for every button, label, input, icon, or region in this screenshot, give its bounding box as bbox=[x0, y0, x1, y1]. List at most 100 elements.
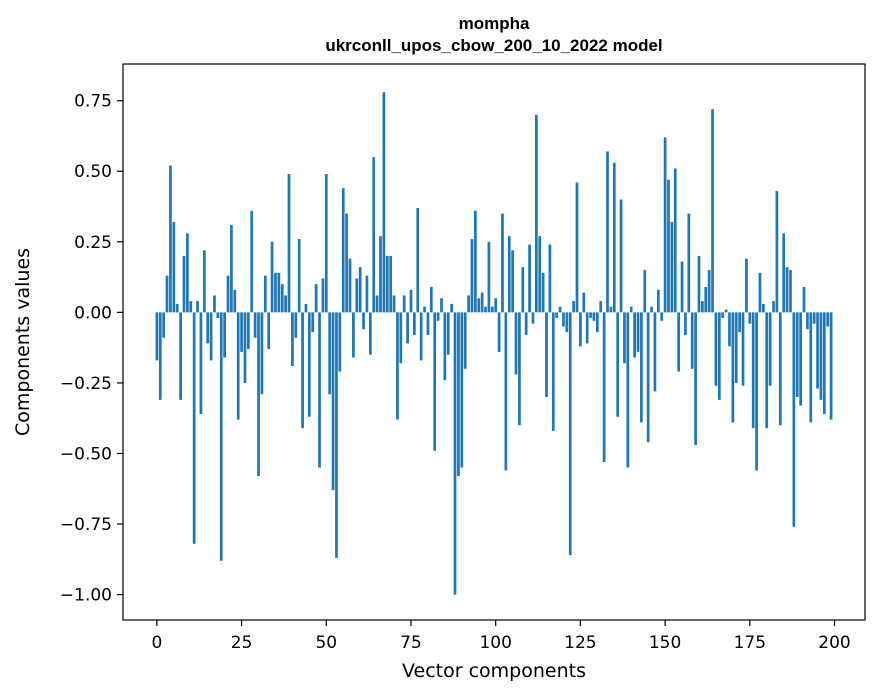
bar-171 bbox=[734, 312, 738, 383]
bar-5 bbox=[172, 222, 176, 313]
bar-113 bbox=[538, 236, 542, 313]
bar-105 bbox=[511, 250, 514, 313]
bar-121 bbox=[565, 312, 569, 333]
bar-44 bbox=[304, 303, 308, 313]
x-axis-label: Vector components bbox=[402, 660, 586, 682]
bar-186 bbox=[785, 267, 789, 313]
bar-134 bbox=[609, 306, 613, 313]
bar-30 bbox=[257, 312, 260, 477]
bar-152 bbox=[670, 222, 674, 313]
bar-2 bbox=[162, 312, 166, 338]
bar-108 bbox=[521, 267, 525, 313]
bar-27 bbox=[247, 312, 250, 350]
bar-163 bbox=[707, 270, 711, 313]
bar-153 bbox=[673, 168, 677, 313]
bar-178 bbox=[758, 272, 762, 313]
bar-106 bbox=[514, 312, 518, 375]
bar-96 bbox=[480, 292, 484, 313]
bar-99 bbox=[490, 306, 494, 313]
bar-187 bbox=[789, 270, 792, 313]
bar-150 bbox=[663, 137, 667, 313]
plot-frame bbox=[122, 63, 866, 621]
x-tick-label-125: 125 bbox=[564, 633, 596, 653]
bar-97 bbox=[484, 306, 487, 313]
bar-19 bbox=[219, 312, 223, 561]
bar-47 bbox=[314, 284, 318, 313]
bar-138 bbox=[623, 312, 626, 364]
x-axis-ticks: 0 25 50 75 100 125 150 175 200 bbox=[151, 620, 851, 653]
bar-67 bbox=[382, 92, 386, 313]
bar-111 bbox=[531, 312, 535, 324]
bar-117 bbox=[551, 312, 555, 431]
bar-51 bbox=[328, 312, 332, 395]
bar-17 bbox=[213, 295, 216, 313]
bar-57 bbox=[348, 258, 352, 313]
bar-7 bbox=[179, 312, 182, 400]
bar-71 bbox=[396, 312, 399, 420]
x-tick-label-0: 0 bbox=[151, 633, 162, 653]
x-tick-label-175: 175 bbox=[734, 633, 766, 653]
bar-139 bbox=[626, 312, 630, 468]
bar-46 bbox=[311, 312, 315, 333]
bar-52 bbox=[331, 312, 335, 491]
bar-31 bbox=[260, 312, 264, 395]
y-tick-label--0.5: −0.50 bbox=[60, 444, 112, 464]
x-tick-label-50: 50 bbox=[315, 633, 337, 653]
bar-158 bbox=[690, 312, 694, 369]
bar-173 bbox=[741, 312, 745, 386]
bar-141 bbox=[633, 312, 636, 358]
bar-136 bbox=[616, 312, 620, 417]
y-tick-label-0.25: 0.25 bbox=[74, 233, 112, 253]
bar-95 bbox=[477, 298, 481, 313]
bar-4 bbox=[169, 165, 172, 313]
bar-86 bbox=[446, 312, 450, 355]
bar-61 bbox=[362, 312, 365, 330]
bar-146 bbox=[650, 306, 653, 313]
bar-166 bbox=[717, 312, 721, 400]
x-tick-label-25: 25 bbox=[231, 633, 253, 653]
bar-38 bbox=[284, 295, 287, 313]
bar-124 bbox=[575, 182, 579, 313]
bar-53 bbox=[335, 312, 338, 558]
y-tick-label--0.25: −0.25 bbox=[60, 374, 112, 394]
bar-48 bbox=[318, 312, 321, 468]
bar-133 bbox=[606, 151, 609, 313]
bar-137 bbox=[619, 199, 623, 313]
bar-190 bbox=[799, 312, 802, 406]
bar-88 bbox=[453, 312, 457, 595]
bar-101 bbox=[497, 312, 501, 352]
bar-103 bbox=[504, 312, 508, 471]
bar-65 bbox=[375, 295, 379, 313]
bar-161 bbox=[701, 301, 704, 313]
bar-89 bbox=[457, 312, 460, 477]
bar-149 bbox=[660, 312, 664, 321]
bar-76 bbox=[413, 312, 416, 335]
bar-120 bbox=[562, 312, 565, 327]
bar-123 bbox=[572, 301, 575, 313]
bar-87 bbox=[450, 303, 453, 313]
chart-title-line2: ukrconll_upos_cbow_200_10_2022 model bbox=[325, 36, 662, 55]
y-tick-label--1: −1.00 bbox=[60, 586, 112, 606]
bar-145 bbox=[646, 312, 650, 443]
bar-63 bbox=[368, 312, 372, 355]
bar-118 bbox=[555, 312, 559, 319]
bar-35 bbox=[274, 272, 277, 313]
bar-9 bbox=[186, 233, 189, 313]
bar-34 bbox=[270, 241, 274, 313]
bar-55 bbox=[341, 188, 345, 313]
bar-90 bbox=[460, 312, 464, 468]
bar-25 bbox=[240, 312, 243, 352]
bar-193 bbox=[809, 312, 813, 423]
bar-185 bbox=[782, 233, 786, 313]
y-axis-ticks: 0.75 0.50 0.25 0.00 −0.25 −0.50 −0.75 −1.00 bbox=[60, 92, 123, 606]
bar-127 bbox=[585, 312, 589, 344]
bar-132 bbox=[602, 312, 606, 462]
bar-192 bbox=[806, 312, 809, 330]
bar-93 bbox=[470, 238, 474, 313]
bar-159 bbox=[694, 312, 697, 446]
bar-64 bbox=[372, 157, 376, 313]
bar-1 bbox=[158, 312, 162, 400]
bar-54 bbox=[338, 312, 342, 372]
y-tick-label-0.5: 0.50 bbox=[74, 162, 112, 182]
bar-148 bbox=[656, 289, 660, 313]
